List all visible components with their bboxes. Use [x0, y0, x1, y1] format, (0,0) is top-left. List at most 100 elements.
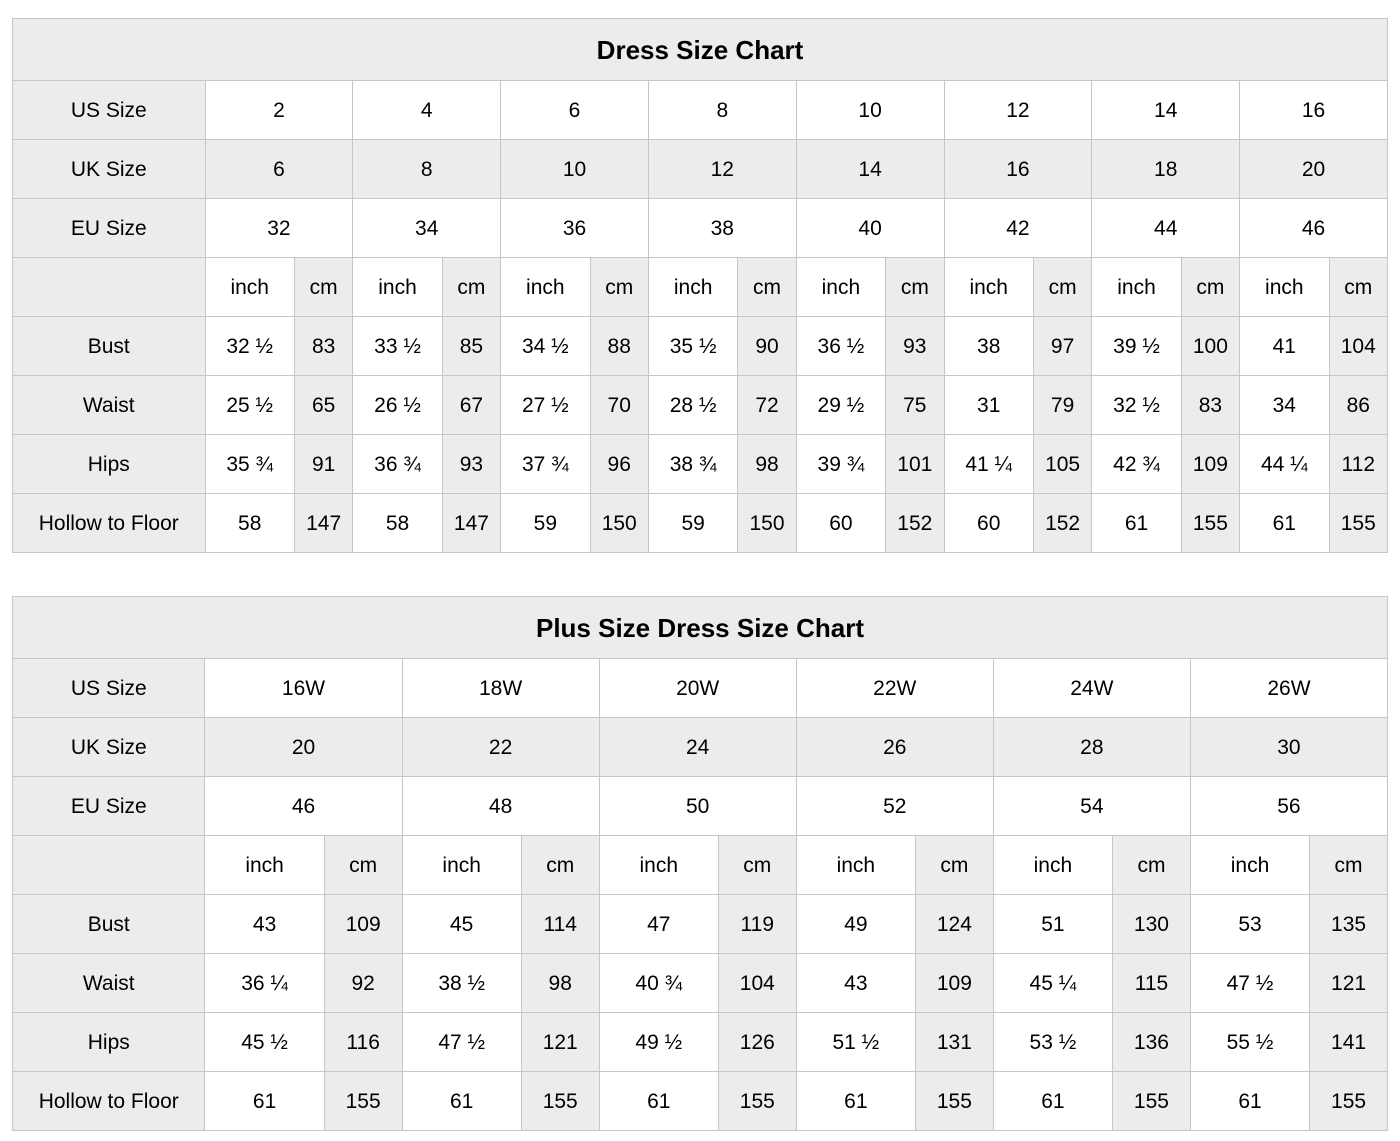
table-title: Plus Size Dress Size Chart: [12, 596, 1388, 659]
unit-cm-cell: cm: [885, 257, 945, 317]
inch-value-cell: 34: [1239, 375, 1330, 435]
cm-value-cell: 155: [1180, 493, 1241, 553]
cm-value-cell: 67: [441, 375, 502, 435]
inch-value-cell: 35 ¾: [204, 434, 295, 494]
inch-value-cell: 39 ¾: [795, 434, 887, 494]
size-row: EU Size 46 48 50 52 54 56: [11, 776, 1389, 836]
size-value-cell: 16: [943, 139, 1093, 199]
unit-inch-cell: inch: [500, 257, 591, 317]
size-value-cell: 32: [204, 198, 354, 258]
cm-value-cell: 112: [1328, 434, 1389, 494]
unit-header-spacer: [11, 835, 206, 895]
inch-value-cell: 38 ¾: [647, 434, 739, 494]
inch-value-cell: 41 ¼: [943, 434, 1034, 494]
table-title-row: Plus Size Dress Size Chart: [12, 596, 1388, 659]
size-value-cell: 24: [598, 717, 797, 777]
cm-value-cell: 105: [1032, 434, 1093, 494]
cm-value-cell: 86: [1328, 375, 1389, 435]
measurement-row-label: Waist: [12, 375, 206, 435]
cm-value-cell: 136: [1112, 1012, 1191, 1072]
size-value-cell: 4: [352, 80, 502, 140]
unit-cm-cell: cm: [520, 835, 600, 895]
measurement-row-label: Bust: [11, 894, 206, 954]
cm-value-cell: 150: [589, 493, 649, 553]
size-value-cell: 22W: [795, 658, 994, 718]
size-value-cell: 30: [1189, 717, 1389, 777]
size-value-cell: 12: [647, 139, 797, 199]
inch-value-cell: 51 ½: [795, 1012, 916, 1072]
unit-cm-cell: cm: [1328, 257, 1389, 317]
cm-value-cell: 124: [914, 894, 994, 954]
inch-value-cell: 43: [795, 953, 916, 1013]
size-value-cell: 46: [1239, 198, 1388, 258]
cm-value-cell: 135: [1309, 894, 1388, 954]
measurement-row-label: Hips: [11, 1012, 206, 1072]
size-value-cell: 42: [943, 198, 1093, 258]
cm-value-cell: 75: [885, 375, 945, 435]
inch-value-cell: 58: [204, 493, 295, 553]
size-value-cell: 20W: [598, 658, 797, 718]
size-value-cell: 14: [1091, 80, 1241, 140]
unit-inch-cell: inch: [795, 835, 916, 895]
cm-value-cell: 72: [737, 375, 797, 435]
size-value-cell: 12: [943, 80, 1093, 140]
cm-value-cell: 90: [737, 316, 797, 376]
cm-value-cell: 93: [885, 316, 945, 376]
cm-value-cell: 155: [1309, 1071, 1388, 1131]
cm-value-cell: 96: [589, 434, 649, 494]
inch-value-cell: 49: [795, 894, 916, 954]
inch-value-cell: 47 ½: [1189, 953, 1311, 1013]
unit-cm-cell: cm: [914, 835, 994, 895]
cm-value-cell: 114: [520, 894, 600, 954]
inch-value-cell: 29 ½: [795, 375, 887, 435]
size-value-cell: 22: [401, 717, 600, 777]
unit-cm-cell: cm: [293, 257, 354, 317]
measurement-row: Waist 36 ¼ 92 38 ½ 98 40 ¾ 104 43 109 45 ¼ 115 47 ½…: [11, 953, 1388, 1013]
measurement-row-label: Hips: [12, 434, 206, 494]
inch-value-cell: 45: [401, 894, 522, 954]
unit-inch-cell: inch: [647, 257, 739, 317]
inch-value-cell: 59: [500, 493, 591, 553]
cm-value-cell: 104: [1328, 316, 1389, 376]
size-value-cell: 6: [500, 80, 649, 140]
unit-header-row: inch cm inch cm inch cm inch cm inch cm inch cm: [11, 835, 1388, 895]
size-value-cell: 40: [795, 198, 945, 258]
cm-value-cell: 150: [737, 493, 797, 553]
measurement-row-label: Hollow to Floor: [11, 1071, 206, 1131]
inch-value-cell: 38 ½: [401, 953, 522, 1013]
cm-value-cell: 85: [441, 316, 502, 376]
size-value-cell: 8: [352, 139, 502, 199]
unit-header-row: inch cm inch cm inch cm inch cm inch cm inch cm inch…: [12, 257, 1389, 317]
measurement-row: Hollow to Floor 61 155 61 155 61 155 61 155 61 155…: [11, 1071, 1388, 1131]
size-value-cell: 8: [647, 80, 797, 140]
unit-inch-cell: inch: [401, 835, 522, 895]
size-value-cell: 34: [352, 198, 502, 258]
table-title-row: Dress Size Chart: [12, 18, 1388, 81]
inch-value-cell: 34 ½: [500, 316, 591, 376]
cm-value-cell: 155: [1328, 493, 1389, 553]
inch-value-cell: 43: [204, 894, 325, 954]
inch-value-cell: 61: [1091, 493, 1182, 553]
inch-value-cell: 61: [1239, 493, 1330, 553]
inch-value-cell: 45 ½: [204, 1012, 325, 1072]
inch-value-cell: 39 ½: [1091, 316, 1182, 376]
cm-value-cell: 88: [589, 316, 649, 376]
inch-value-cell: 51: [992, 894, 1114, 954]
cm-value-cell: 131: [914, 1012, 994, 1072]
inch-value-cell: 42 ¾: [1091, 434, 1182, 494]
size-value-cell: 24W: [992, 658, 1191, 718]
cm-value-cell: 91: [293, 434, 354, 494]
size-row: UK Size 20 22 24 26 28 30: [11, 717, 1389, 777]
size-row-label: EU Size: [12, 198, 206, 258]
unit-inch-cell: inch: [992, 835, 1114, 895]
size-row: UK Size 6 8 10 12 14 16 18 20: [12, 139, 1388, 199]
size-charts-container: Dress Size Chart US Size 2 4 6 8 10 12 14 16 UK Si…: [11, 18, 1389, 1131]
unit-inch-cell: inch: [204, 835, 325, 895]
cm-value-cell: 79: [1032, 375, 1093, 435]
measurement-row: Hollow to Floor 58 147 58 147 59 150 59 150 60 152…: [12, 493, 1389, 553]
inch-value-cell: 58: [352, 493, 443, 553]
size-row: US Size 16W 18W 20W 22W 24W 26W: [11, 658, 1389, 718]
cm-value-cell: 109: [914, 953, 994, 1013]
measurement-row: Waist 25 ½ 65 26 ½ 67 27 ½ 70 28 ½ 72 29 ½ 75 31 79 3…: [12, 375, 1389, 435]
